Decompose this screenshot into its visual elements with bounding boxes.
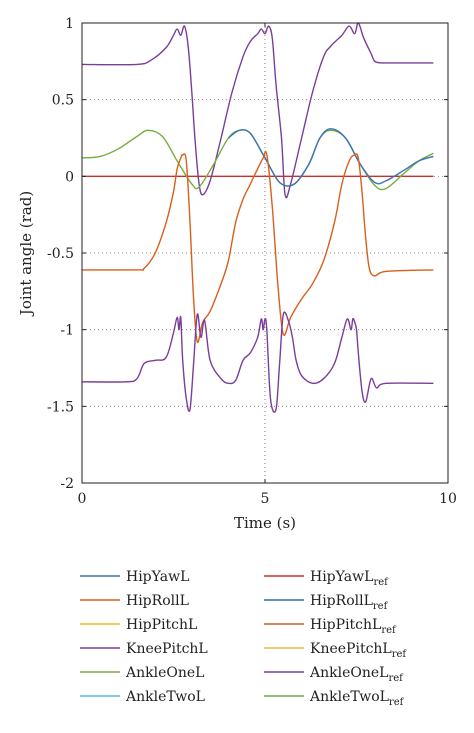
legend-label-text: KneePitchL xyxy=(310,641,392,657)
x-axis-label: Time (s) xyxy=(234,514,296,532)
legend-label: AnkleTwoLref xyxy=(309,689,405,708)
legend-label-subscript: ref xyxy=(373,577,389,588)
grid xyxy=(82,23,448,483)
legend-label: HipPitchL xyxy=(126,617,197,633)
legend-label: HipYawL xyxy=(126,569,189,585)
series-lines xyxy=(81,22,434,413)
legend-label-subscript: ref xyxy=(389,697,405,708)
legend-label-text: HipYawL xyxy=(126,569,189,585)
legend-label-text: HipPitchL xyxy=(310,617,381,633)
x-tick-label: 5 xyxy=(261,491,270,507)
legend-label-subscript: ref xyxy=(388,673,404,684)
y-tick-label: 1 xyxy=(65,16,74,32)
series-line-3 xyxy=(227,128,434,187)
y-tick-label: -1.5 xyxy=(47,399,74,415)
axis-ticks: 10.50-0.5-1-1.5-20 5 10 xyxy=(47,16,457,507)
legend-label-subscript: ref xyxy=(392,649,408,660)
legend-label-subscript: ref xyxy=(381,625,397,636)
legend-label: KneePitchLref xyxy=(310,641,407,660)
y-tick-label: 0 xyxy=(65,169,74,185)
legend-label: AnkleOneLref xyxy=(309,665,404,684)
legend-label-text: AnkleTwoL xyxy=(309,689,389,705)
legend-label-text: AnkleOneL xyxy=(309,665,388,681)
legend-label: HipPitchLref xyxy=(310,617,397,636)
legend-label: HipYawLref xyxy=(310,569,389,588)
plot-frame xyxy=(81,22,449,484)
y-tick-label: -1 xyxy=(60,323,74,339)
legend-label: AnkleTwoL xyxy=(125,689,205,705)
legend-label: KneePitchL xyxy=(126,641,208,657)
x-tick-label: 0 xyxy=(78,491,87,507)
legend-label: HipRollL xyxy=(126,593,189,609)
legend: HipYawL HipRollL HipPitchL KneePitchL AnkleO… xyxy=(80,569,407,708)
series-line-1 xyxy=(81,22,434,199)
y-tick-label: -2 xyxy=(60,476,74,492)
legend-label-text: HipYawL xyxy=(310,569,373,585)
y-axis-label: Joint angle (rad) xyxy=(17,191,35,317)
series-line-4 xyxy=(81,150,434,344)
legend-label-text: HipRollL xyxy=(310,593,373,609)
y-tick-label: -0.5 xyxy=(47,246,74,262)
series-line-5 xyxy=(81,311,434,413)
legend-label-text: HipPitchL xyxy=(126,617,197,633)
legend-label: AnkleOneL xyxy=(125,665,204,681)
legend-label: HipRollLref xyxy=(310,593,389,612)
legend-label-text: AnkleOneL xyxy=(125,665,204,681)
series-line-2 xyxy=(81,129,434,191)
legend-label-text: KneePitchL xyxy=(126,641,208,657)
legend-label-text: HipRollL xyxy=(126,593,189,609)
legend-label-subscript: ref xyxy=(373,601,389,612)
legend-label-text: AnkleTwoL xyxy=(125,689,205,705)
x-tick-label: 10 xyxy=(439,491,457,507)
y-tick-label: 0.5 xyxy=(52,93,74,109)
